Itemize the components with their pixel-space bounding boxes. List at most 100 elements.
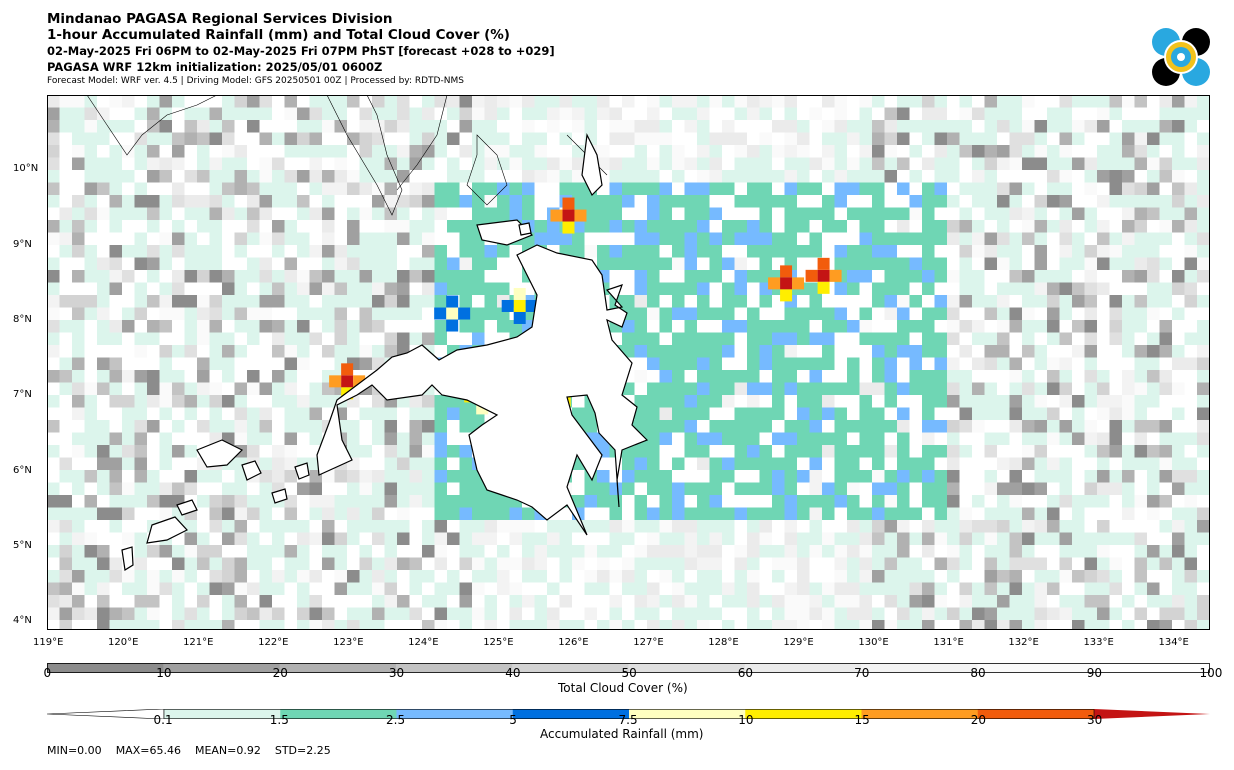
- grid-cell: [322, 195, 335, 208]
- grid-cell: [659, 445, 673, 458]
- grid-cell: [772, 220, 785, 233]
- grid-cell: [97, 220, 110, 233]
- grid-cell: [672, 382, 685, 396]
- grid-cell: [459, 107, 473, 121]
- grid-cell: [309, 282, 323, 296]
- grid-cell: [1159, 207, 1173, 221]
- grid-cell: [1022, 407, 1035, 421]
- grid-cell: [297, 345, 310, 358]
- grid-cell: [447, 545, 460, 558]
- grid-cell: [1022, 332, 1035, 346]
- grid-cell: [334, 107, 348, 121]
- grid-cell: [859, 220, 873, 233]
- grid-cell: [47, 332, 60, 346]
- grid-cell: [172, 270, 185, 283]
- grid-cell: [572, 95, 585, 108]
- grid-cell: [834, 220, 848, 233]
- grid-cell: [1147, 582, 1160, 596]
- grid-cell: [784, 595, 798, 608]
- grid-cell: [947, 195, 960, 208]
- grid-cell: [1059, 270, 1073, 283]
- grid-cell: [1147, 545, 1160, 558]
- grid-cell: [272, 120, 285, 133]
- grid-cell: [222, 245, 235, 258]
- grid-cell: [84, 207, 98, 221]
- grid-cell: [722, 620, 735, 633]
- grid-cell: [709, 357, 723, 371]
- grid-cell: [1122, 195, 1135, 208]
- grid-cell: [759, 407, 773, 421]
- grid-cell: [809, 232, 823, 246]
- grid-cell: [797, 170, 810, 183]
- grid-cell: [47, 120, 60, 133]
- grid-cell: [1009, 507, 1023, 521]
- grid-cell: [1047, 345, 1060, 358]
- grid-cell: [734, 532, 748, 546]
- grid-cell: [709, 95, 723, 108]
- grid-cell: [359, 220, 373, 233]
- grid-cell: [634, 345, 648, 358]
- grid-cell: [159, 395, 173, 408]
- grid-cell: [1134, 607, 1148, 621]
- grid-cell: [997, 145, 1010, 158]
- grid-cell: [884, 320, 898, 333]
- grid-cell: [622, 532, 635, 546]
- grid-cell: [1172, 432, 1185, 446]
- grid-cell: [397, 195, 410, 208]
- grid-cell: [1059, 532, 1073, 546]
- grid-cell: [1084, 407, 1098, 421]
- grid-cell: [959, 507, 973, 521]
- grid-cell: [309, 95, 323, 108]
- grid-cell: [1022, 520, 1035, 533]
- grid-cell: [272, 170, 285, 183]
- grid-cell: [834, 357, 848, 371]
- grid-cell: [259, 445, 273, 458]
- grid-cell: [559, 107, 573, 121]
- grid-cell: [822, 170, 835, 183]
- lon-tick-label: 122°E: [258, 637, 289, 648]
- grid-cell: [822, 245, 835, 258]
- grid-cell: [97, 620, 110, 633]
- grid-cell: [197, 532, 210, 546]
- valid-time: 02-May-2025 Fri 06PM to 02-May-2025 Fri …: [47, 44, 555, 58]
- grid-cell: [309, 507, 323, 521]
- grid-cell: [1097, 207, 1110, 221]
- grid-cell: [697, 282, 710, 296]
- grid-cell: [1159, 532, 1173, 546]
- grid-cell: [984, 257, 998, 271]
- grid-cell: [559, 532, 573, 546]
- grid-cell: [647, 482, 660, 496]
- grid-cell: [884, 245, 898, 258]
- grid-cell: [1097, 270, 1110, 283]
- grid-cell: [1097, 382, 1110, 396]
- grid-cell: [334, 507, 348, 521]
- grid-cell: [234, 395, 248, 408]
- grid-cell: [384, 407, 398, 421]
- grid-cell: [209, 595, 223, 608]
- grid-cell: [1072, 220, 1085, 233]
- grid-cell: [134, 145, 148, 158]
- grid-cell: [397, 295, 410, 308]
- bohol-island: [476, 219, 534, 246]
- grid-cell: [309, 270, 323, 283]
- grid-cell: [1184, 445, 1198, 458]
- grid-cell: [634, 557, 648, 571]
- grid-cell: [309, 357, 323, 371]
- grid-cell: [459, 170, 473, 183]
- grid-cell: [772, 407, 785, 421]
- grid-cell: [122, 170, 135, 183]
- grid-cell: [872, 395, 885, 408]
- grid-cell: [984, 107, 998, 121]
- grid-cell: [1184, 295, 1198, 308]
- grid-cell: [722, 220, 735, 233]
- grid-cell: [297, 582, 310, 596]
- grid-cell: [247, 345, 260, 358]
- grid-cell: [147, 320, 160, 333]
- grid-cell: [1009, 545, 1023, 558]
- grid-cell: [72, 595, 85, 608]
- grid-cell: [822, 532, 835, 546]
- grid-cell: [1059, 232, 1073, 246]
- grid-cell: [1172, 345, 1185, 358]
- grid-cell: [884, 582, 898, 596]
- grid-cell: [222, 282, 235, 296]
